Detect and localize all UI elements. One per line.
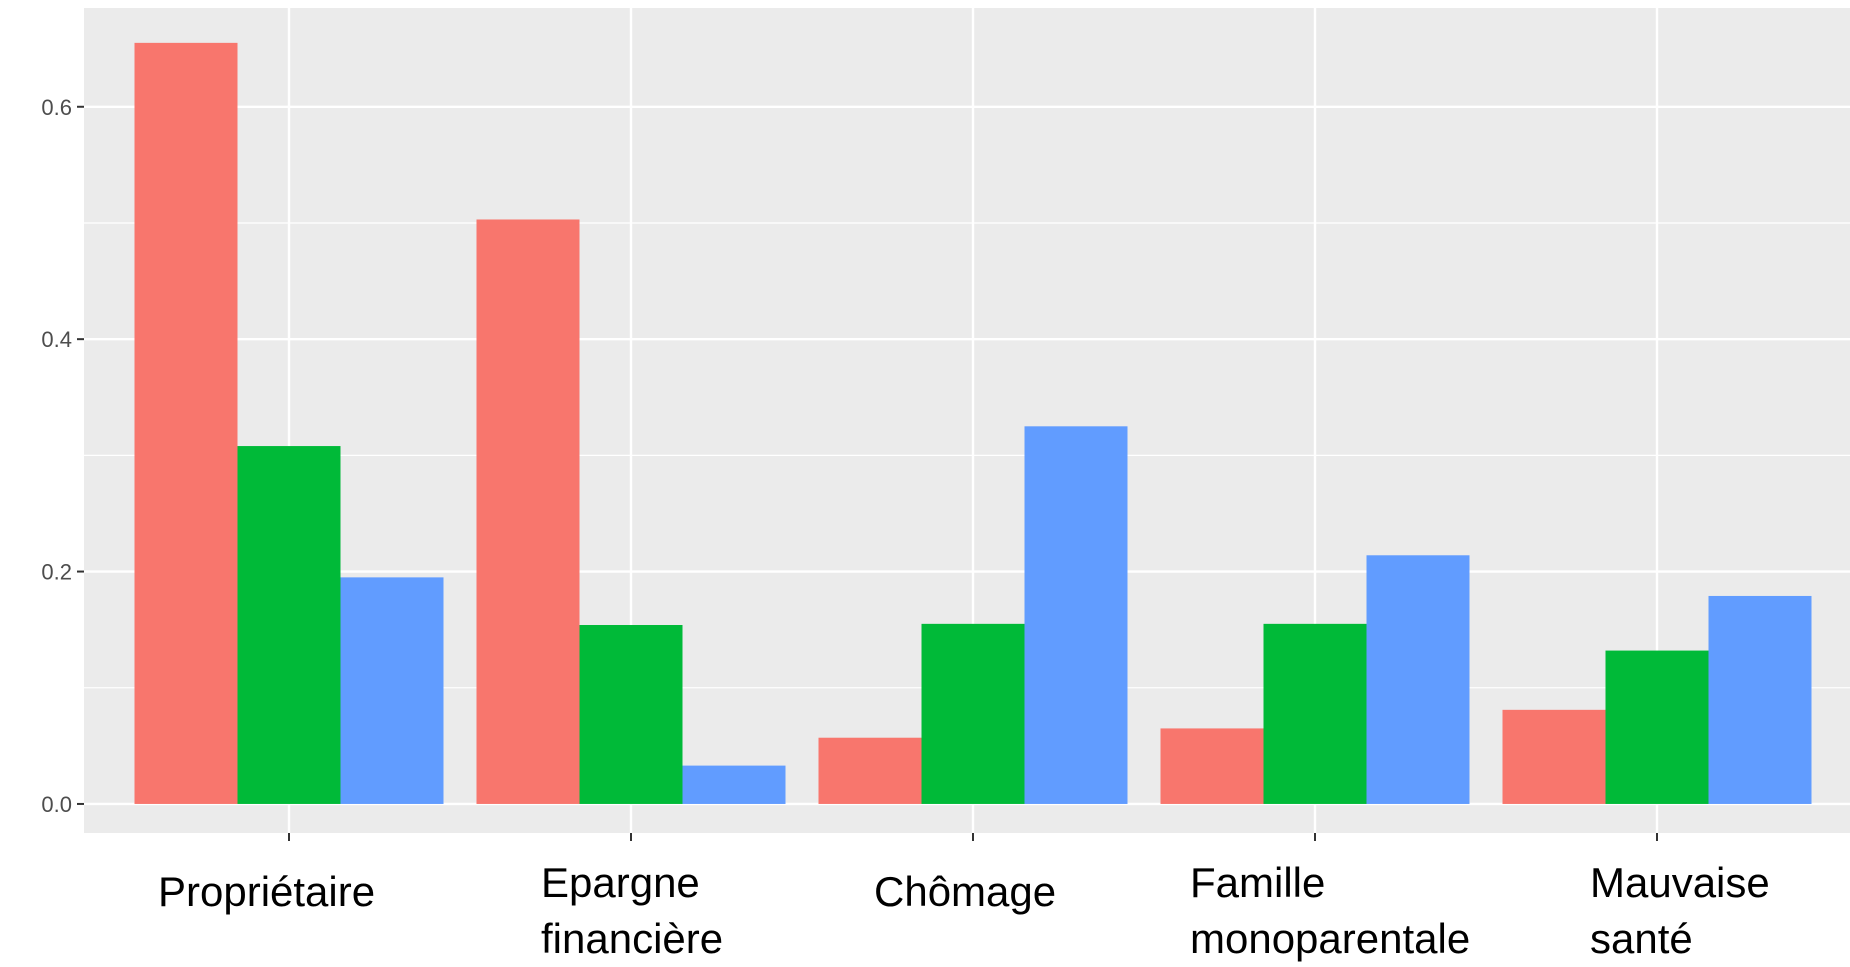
- x-category-label-line: Famille: [1190, 859, 1325, 906]
- bar: [1263, 623, 1367, 804]
- x-category-label-line: santé: [1590, 915, 1693, 962]
- bar: [237, 446, 341, 804]
- bar: [134, 42, 238, 804]
- y-tick-label: 0.0: [41, 792, 72, 817]
- x-category-label: Chômage: [874, 868, 1056, 915]
- bar: [1605, 650, 1709, 804]
- x-category-label-line: Chômage: [874, 868, 1056, 915]
- bar: [476, 219, 580, 804]
- bar: [1708, 595, 1812, 804]
- y-tick-label: 0.2: [41, 560, 72, 585]
- bar: [1024, 426, 1128, 804]
- x-category-label: Propriétaire: [158, 868, 375, 915]
- x-category-label: Famille monoparentale: [1190, 859, 1470, 962]
- bar: [921, 623, 1025, 804]
- x-category-label: Mauvaise santé: [1590, 859, 1770, 962]
- bar: [340, 577, 444, 804]
- x-category-label-line: monoparentale: [1190, 915, 1470, 962]
- bar: [1502, 709, 1606, 804]
- x-category-label-line: Propriétaire: [158, 868, 375, 915]
- y-tick-label: 0.6: [41, 95, 72, 120]
- bar: [682, 765, 786, 804]
- bar: [1366, 555, 1470, 804]
- bar: [579, 625, 683, 804]
- x-category-label-line: Mauvaise: [1590, 859, 1770, 906]
- x-category-label-line: Epargne: [541, 859, 700, 906]
- bar: [818, 737, 922, 804]
- y-tick-label: 0.4: [41, 327, 72, 352]
- x-category-label: Epargne financière: [541, 859, 723, 962]
- x-category-label-line: financière: [541, 915, 723, 962]
- bar: [1160, 728, 1264, 804]
